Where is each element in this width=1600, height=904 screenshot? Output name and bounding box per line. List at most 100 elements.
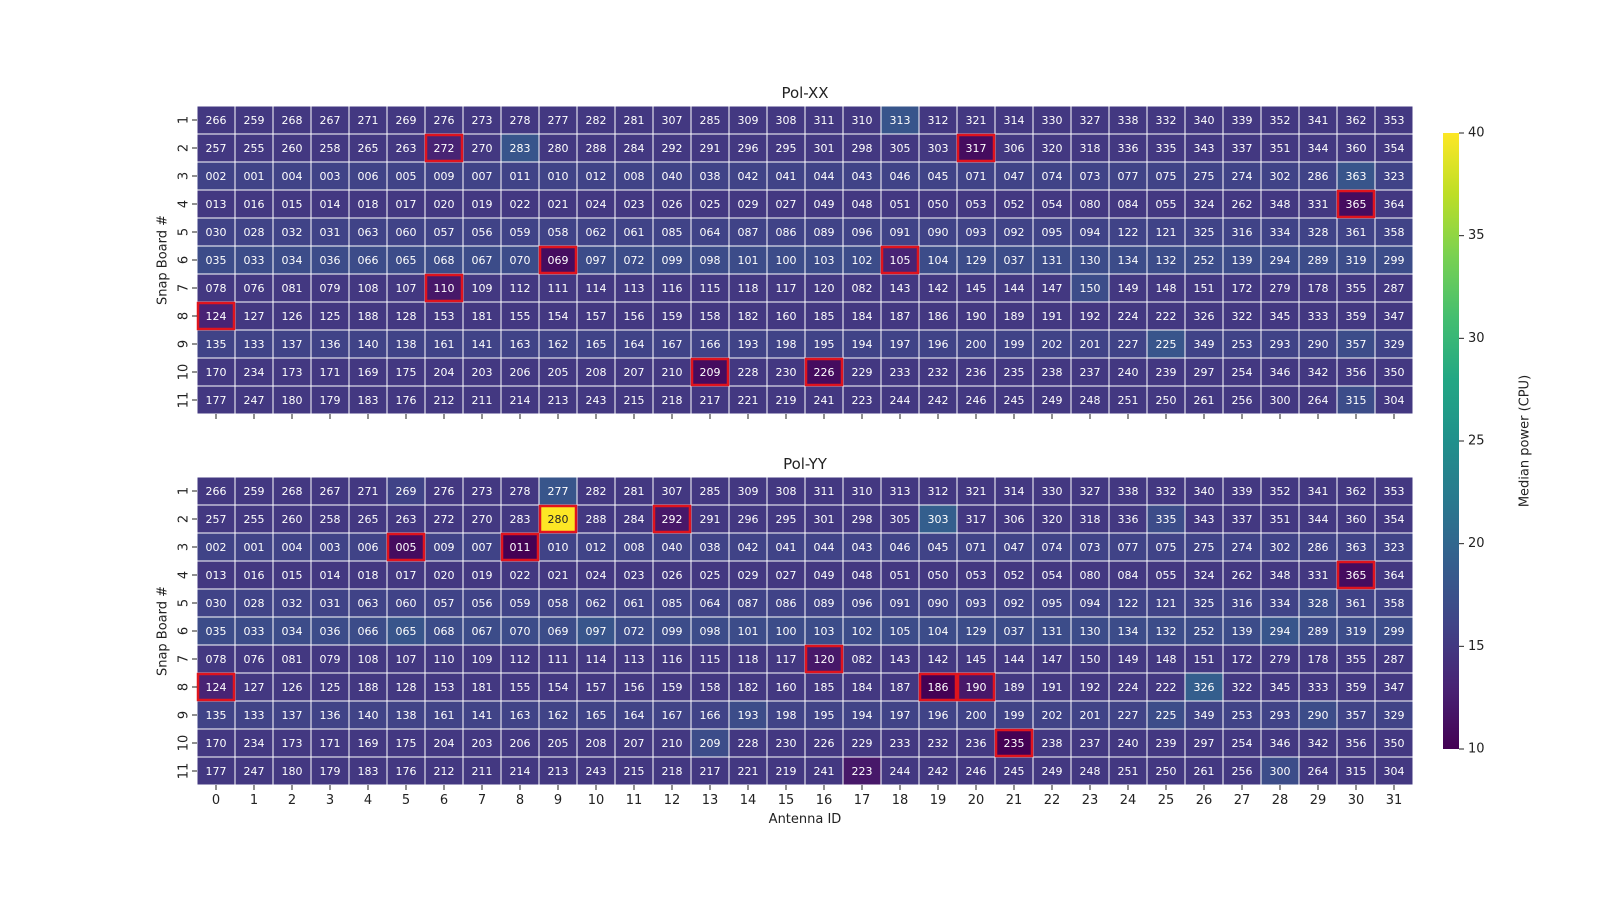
cell-label: 340 xyxy=(1194,114,1215,127)
cell-label: 178 xyxy=(1308,653,1329,666)
heatmap-cell xyxy=(842,588,882,618)
cell-label: 217 xyxy=(700,394,721,407)
cell-label: 340 xyxy=(1194,485,1215,498)
heatmap-cell xyxy=(310,476,350,506)
cell-label: 059 xyxy=(510,597,531,610)
heatmap-cell xyxy=(614,357,654,387)
cell-label: 017 xyxy=(396,198,417,211)
heatmap-cell xyxy=(614,189,654,219)
cell-label: 278 xyxy=(510,485,531,498)
flagged-cell-outline xyxy=(880,245,920,275)
cell-label: 120 xyxy=(814,653,835,666)
cell-label: 024 xyxy=(586,198,607,211)
cell-label: 161 xyxy=(434,338,455,351)
cell-label: 209 xyxy=(700,366,721,379)
heatmap-cell xyxy=(348,616,388,646)
cell-label: 038 xyxy=(700,170,721,183)
x-tick-label: 11 xyxy=(626,793,643,808)
heatmap-cell xyxy=(1298,504,1338,534)
cell-label: 350 xyxy=(1384,366,1405,379)
cell-label: 142 xyxy=(928,653,949,666)
cell-label: 225 xyxy=(1156,709,1177,722)
cell-label: 282 xyxy=(586,485,607,498)
heatmap-cell xyxy=(310,700,350,730)
heatmap-cell xyxy=(1184,273,1224,303)
colorbar-tick-label: 20 xyxy=(1468,536,1485,551)
cell-label: 134 xyxy=(1118,254,1139,267)
x-tick-label: 2 xyxy=(288,793,296,808)
heatmap-cell xyxy=(1108,161,1148,191)
heatmap-cell xyxy=(1260,532,1300,562)
cell-label: 329 xyxy=(1384,709,1405,722)
cell-label: 283 xyxy=(510,142,531,155)
cell-label: 079 xyxy=(320,653,341,666)
cell-label: 079 xyxy=(320,282,341,295)
x-tick-label: 14 xyxy=(740,793,757,808)
heatmap-cell xyxy=(310,329,350,359)
cell-label: 212 xyxy=(434,394,455,407)
cell-label: 351 xyxy=(1270,513,1291,526)
cell-label: 109 xyxy=(472,653,493,666)
cell-label: 299 xyxy=(1384,625,1405,638)
cell-label: 163 xyxy=(510,709,531,722)
heatmap-cell xyxy=(272,301,312,331)
cell-label: 142 xyxy=(928,282,949,295)
cell-label: 011 xyxy=(510,541,531,554)
cell-label: 130 xyxy=(1080,625,1101,638)
cell-label: 076 xyxy=(244,282,265,295)
heatmap-cell xyxy=(1336,476,1376,506)
cell-label: 044 xyxy=(814,541,835,554)
heatmap-cell xyxy=(994,728,1034,758)
cell-label: 356 xyxy=(1346,366,1367,379)
heatmap-cell xyxy=(652,245,692,275)
cell-label: 033 xyxy=(244,254,265,267)
cell-label: 033 xyxy=(244,625,265,638)
flagged-cell-outline xyxy=(196,672,236,702)
heatmap-cell xyxy=(690,161,730,191)
heatmap-cell xyxy=(462,161,502,191)
cell-label: 107 xyxy=(396,282,417,295)
heatmap-cell xyxy=(1032,301,1072,331)
cell-label: 103 xyxy=(814,625,835,638)
x-tick-label: 12 xyxy=(664,793,681,808)
cell-label: 238 xyxy=(1042,737,1063,750)
cell-label: 207 xyxy=(624,737,645,750)
cell-label: 111 xyxy=(548,653,569,666)
cell-label: 259 xyxy=(244,114,265,127)
heatmap-cell xyxy=(576,504,616,534)
cell-label: 065 xyxy=(396,625,417,638)
cell-label: 250 xyxy=(1156,765,1177,778)
cell-label: 048 xyxy=(852,569,873,582)
cell-label: 067 xyxy=(472,625,493,638)
x-axis-label: Antenna ID xyxy=(769,812,842,827)
cell-label: 061 xyxy=(624,226,645,239)
cell-label: 013 xyxy=(206,569,227,582)
cell-label: 243 xyxy=(586,765,607,778)
heatmap-cell xyxy=(880,644,920,674)
cell-label: 200 xyxy=(966,709,987,722)
heatmap-cell xyxy=(500,504,540,534)
flagged-cell-outline xyxy=(424,133,464,163)
cell-label: 062 xyxy=(586,226,607,239)
cell-label: 161 xyxy=(434,709,455,722)
cell-label: 145 xyxy=(966,282,987,295)
y-tick-label: 7 xyxy=(177,284,192,292)
cell-label: 021 xyxy=(548,569,569,582)
y-axis-label: Snap Board # xyxy=(156,215,171,305)
cell-label: 078 xyxy=(206,282,227,295)
flagged-cell-outline xyxy=(538,245,578,275)
cell-label: 186 xyxy=(928,681,949,694)
y-tick-label: 8 xyxy=(177,312,192,320)
cell-label: 173 xyxy=(282,737,303,750)
cell-label: 077 xyxy=(1118,541,1139,554)
heatmap-cell xyxy=(690,700,730,730)
heatmap-cell xyxy=(386,385,426,415)
cell-label: 191 xyxy=(1042,681,1063,694)
heatmap-cell xyxy=(614,105,654,135)
heatmap-cell xyxy=(1336,245,1376,275)
heatmap-cell xyxy=(234,301,274,331)
heatmap-cell xyxy=(234,385,274,415)
heatmap-cell xyxy=(766,504,806,534)
heatmap-cell xyxy=(1374,329,1414,359)
y-tick-label: 11 xyxy=(177,763,192,780)
